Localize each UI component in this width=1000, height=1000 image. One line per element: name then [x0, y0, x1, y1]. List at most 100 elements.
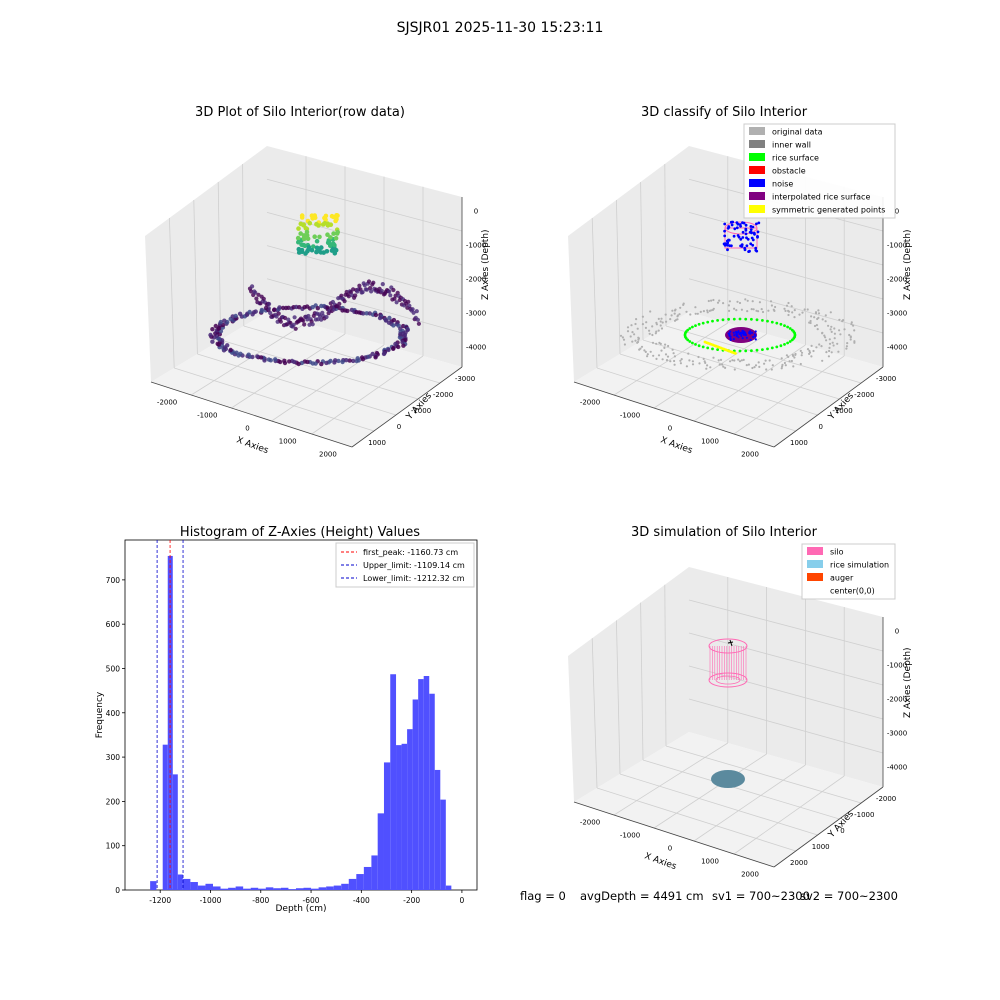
noise-point: [750, 236, 754, 240]
original-point: [850, 321, 853, 324]
plot1-wall-grid: [266, 178, 463, 232]
legend-swatch: [749, 166, 765, 174]
data-point: [381, 351, 387, 357]
original-point: [722, 302, 725, 305]
noise-point: [726, 243, 729, 247]
plot4-x-axis-line: [573, 801, 775, 868]
original-point: [646, 355, 649, 358]
data-point: [225, 343, 230, 348]
histogram-bar: [197, 885, 206, 890]
plot4-wall-grid: [688, 665, 884, 720]
noise-point: [754, 338, 757, 341]
original-point: [817, 312, 821, 315]
plot4-xtick: 2000: [741, 871, 759, 879]
rice-surface-point: [706, 320, 710, 324]
plot4-wall-grid: [640, 602, 644, 761]
x-tick-label: -1000: [200, 896, 222, 905]
plot2-xtick: 2000: [741, 451, 759, 459]
original-point: [827, 355, 831, 358]
noise-point: [737, 336, 740, 339]
data-point: [415, 317, 420, 322]
original-point: [673, 312, 676, 315]
data-point: [333, 236, 339, 241]
original-point: [830, 325, 833, 328]
noise-point: [730, 223, 734, 227]
plot4-wall-grid: [688, 632, 884, 686]
data-point: [320, 310, 325, 315]
plot4-xtick: 0: [668, 845, 672, 853]
histogram-bar: [190, 882, 198, 890]
noise-point: [737, 235, 741, 239]
original-point: [799, 349, 802, 352]
original-point: [733, 307, 736, 310]
noise-point: [741, 337, 744, 340]
data-point: [316, 223, 321, 228]
data-point: [366, 279, 372, 284]
original-point: [619, 334, 623, 337]
data-point: [347, 358, 352, 363]
data-point: [274, 314, 279, 319]
original-point: [788, 360, 791, 363]
data-point: [314, 238, 320, 244]
data-point: [299, 242, 304, 247]
original-point: [814, 312, 818, 315]
noise-point: [726, 248, 729, 252]
data-point: [371, 280, 376, 285]
plot2-wall-grid: [616, 199, 621, 355]
histogram-bar: [150, 881, 157, 890]
original-point: [671, 348, 674, 351]
original-point: [839, 333, 842, 336]
data-point: [328, 235, 333, 240]
original-point: [790, 305, 793, 308]
noise-point: [738, 223, 742, 226]
original-point: [633, 333, 636, 336]
original-point: [679, 362, 683, 365]
histogram-bar: [280, 887, 289, 890]
plot2-ztick: -4000: [887, 344, 907, 352]
data-point: [268, 310, 273, 316]
plot4-wall-grid: [688, 599, 884, 652]
original-point: [635, 318, 638, 321]
original-point: [800, 351, 804, 354]
data-point: [305, 249, 310, 254]
original-point: [850, 323, 853, 326]
histogram-bar: [356, 874, 364, 890]
original-point: [758, 365, 761, 368]
data-point: [210, 327, 215, 332]
original-point: [787, 355, 790, 358]
data-point: [278, 319, 283, 324]
original-point: [841, 320, 844, 323]
original-point: [718, 363, 721, 366]
original-point: [831, 341, 834, 344]
data-point: [323, 213, 329, 219]
original-point: [824, 336, 827, 339]
plot4-legend: silo rice simulation auger center(0,0): [801, 543, 896, 600]
legend-label: interpolated rice surface: [772, 193, 870, 202]
original-point: [768, 359, 771, 362]
data-point: [364, 311, 369, 316]
data-point: [277, 305, 282, 310]
plot1-wall-grid: [266, 278, 463, 334]
data-point: [259, 307, 265, 313]
original-point: [816, 317, 819, 321]
legend-swatch: [749, 205, 765, 213]
plot2-zlabel: Z Axies (Depth): [903, 229, 913, 300]
original-point: [737, 358, 740, 361]
original-point: [682, 302, 685, 305]
original-point: [787, 301, 790, 305]
data-point: [396, 344, 401, 350]
noise-point: [744, 232, 748, 236]
data-point: [342, 299, 347, 304]
plot2-ztick: -3000: [887, 310, 907, 318]
original-point: [738, 360, 742, 363]
original-point: [687, 352, 690, 355]
plot2-floor-grid: [653, 333, 767, 409]
original-point: [806, 308, 809, 311]
original-point: [832, 344, 835, 347]
data-point: [283, 315, 288, 321]
plot4-ytick: 0: [840, 827, 844, 835]
histogram-bar: [341, 883, 349, 890]
data-point: [332, 360, 337, 365]
histogram-bar: [288, 889, 296, 890]
plot2-ytick: -3000: [876, 375, 896, 383]
